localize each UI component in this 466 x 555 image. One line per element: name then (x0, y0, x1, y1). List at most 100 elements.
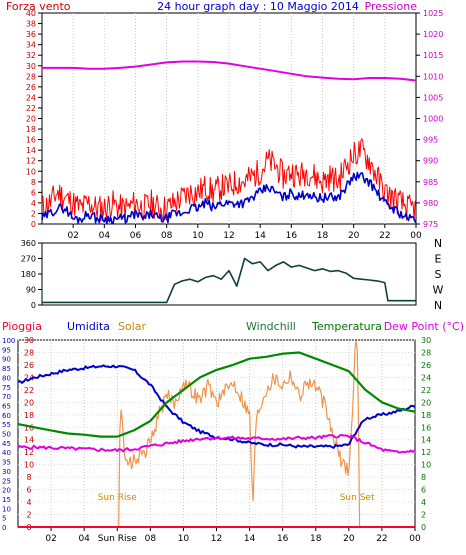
rain-tick-label: 28 (24, 348, 34, 357)
temp-tick-label: 4 (421, 498, 426, 507)
temp-tick-label: 10 (421, 461, 431, 470)
temp-tick-label: 18 (421, 411, 431, 420)
humidity-tick-label: 70 (2, 393, 11, 401)
wind-tick-label: 12 (26, 157, 36, 166)
wind-tick-label: 14 (26, 146, 36, 155)
pressure-tick-label: 980 (423, 199, 438, 208)
temp-tick-label: 26 (421, 361, 431, 370)
compass-label: E (435, 253, 442, 266)
rain-tick-label: 18 (24, 411, 34, 420)
humidity-tick-label: 40 (2, 449, 11, 457)
direction-tick-label: 360 (21, 239, 36, 248)
x-tick-label: 02 (45, 534, 56, 544)
wind-direction-panel: 0 N 90 W 180 S 270 E 360 N (21, 237, 444, 312)
humidity-tick-label: 10 (2, 505, 11, 513)
temp-tick-label: 8 (421, 473, 426, 482)
temp-tick-label: 16 (421, 423, 431, 432)
wind-tick-label: 2 (31, 209, 36, 218)
compass-label: N (434, 237, 442, 250)
temp-tick-label: 30 (421, 336, 431, 345)
rain-tick-label: 10 (24, 461, 34, 470)
temp-tick-label: 28 (421, 348, 431, 357)
wind-tick-label: 22 (26, 104, 36, 113)
x-tick-label: 04 (78, 534, 90, 544)
compass-label: S (435, 268, 442, 281)
wind-tick-label: 0 (31, 220, 36, 229)
temp-tick-label: 14 (421, 436, 431, 445)
wind-tick-label: 20 (26, 115, 36, 124)
solar-annotation: Sun Set (340, 493, 375, 503)
pressure-tick-label: 1000 (423, 115, 443, 124)
temp-tick-label: 24 (421, 373, 431, 382)
rain-tick-label: 4 (26, 498, 31, 507)
wind-tick-label: 30 (26, 62, 36, 71)
rain-tick-label: 6 (26, 486, 31, 495)
rain-tick-label: 16 (24, 423, 34, 432)
dewpoint-line (17, 434, 416, 454)
legend-dewpoint: Dew Point (°C) (384, 320, 464, 333)
rain-tick-label: 12 (24, 448, 34, 457)
legend-pioggia: Pioggia (2, 320, 42, 333)
humidity-tick-label: 60 (2, 412, 11, 420)
wind-tick-label: 18 (26, 125, 36, 134)
rain-tick-label: 20 (24, 398, 34, 407)
pressure-line (42, 60, 417, 82)
humidity-tick-label: 15 (2, 496, 11, 504)
wind-tick-label: 36 (26, 30, 36, 39)
humidity-tick-label: 30 (2, 468, 11, 476)
temp-humidity-panel: 0510152025303540455055606570758085909510… (2, 336, 431, 544)
wind-tick-label: 6 (31, 188, 36, 197)
wind-tick-label: 32 (26, 51, 36, 60)
direction-plot-frame (41, 242, 417, 306)
wind-pressure-panel: 0246810121416182022242628303234363840975… (26, 9, 444, 241)
wind-tick-label: 24 (26, 93, 36, 102)
wind-tick-label: 34 (26, 41, 36, 50)
temp-tick-label: 20 (421, 398, 431, 407)
pressure-tick-label: 975 (423, 220, 438, 229)
chart-title: 24 hour graph day : 10 Maggio 2014 (157, 0, 359, 13)
x-tick-label: 18 (310, 534, 322, 544)
x-tick-label: 00 (409, 534, 421, 544)
temp-tick-label: 0 (421, 523, 426, 532)
humidity-tick-label: 55 (2, 421, 11, 429)
temp-tick-label: 12 (421, 448, 431, 457)
rain-tick-label: 24 (24, 373, 34, 382)
x-tick-label: 14 (254, 231, 266, 241)
x-tick-label: 08 (161, 231, 173, 241)
wind-axis-label: Forza vento (6, 0, 71, 13)
wind-tick-label: 28 (26, 72, 36, 81)
pressure-tick-label: 1025 (423, 9, 443, 18)
temp-tick-label: 22 (421, 386, 431, 395)
pressure-axis-label: Pressione (365, 0, 418, 13)
wind-direction-line (42, 257, 416, 304)
pressure-tick-label: 995 (423, 136, 438, 145)
compass-label: W (433, 284, 444, 297)
pressure-tick-label: 1015 (423, 51, 443, 60)
rain-tick-label: 30 (24, 336, 34, 345)
wind-tick-label: 38 (26, 20, 36, 29)
wind-tick-label: 16 (26, 136, 36, 145)
solar-annotation: Sun Rise (98, 493, 137, 503)
legend-windchill: Windchill (246, 320, 296, 333)
direction-tick-label: 270 (21, 255, 36, 264)
humidity-tick-label: 100 (2, 337, 15, 345)
x-tick-label: Sun Rise (98, 534, 137, 544)
direction-tick-label: 0 (31, 301, 36, 310)
pressure-tick-label: 1020 (423, 30, 443, 39)
humidity-tick-label: 80 (2, 374, 11, 382)
x-tick-label: 08 (145, 534, 157, 544)
x-tick-label: 12 (211, 534, 222, 544)
humidity-tick-label: 90 (2, 356, 11, 364)
x-tick-label: 18 (317, 231, 329, 241)
legend-temperatura: Temperatura (311, 320, 382, 333)
x-tick-label: 16 (286, 231, 298, 241)
x-tick-label: 00 (410, 231, 422, 241)
x-tick-label: 12 (223, 231, 234, 241)
humidity-tick-label: 95 (2, 346, 11, 354)
legend-umidita: Umidita (67, 320, 110, 333)
humidity-tick-label: 85 (2, 365, 11, 373)
x-tick-label: 10 (178, 534, 190, 544)
rain-tick-label: 8 (26, 473, 31, 482)
x-tick-label: 04 (99, 231, 111, 241)
humidity-tick-label: 25 (2, 477, 11, 485)
